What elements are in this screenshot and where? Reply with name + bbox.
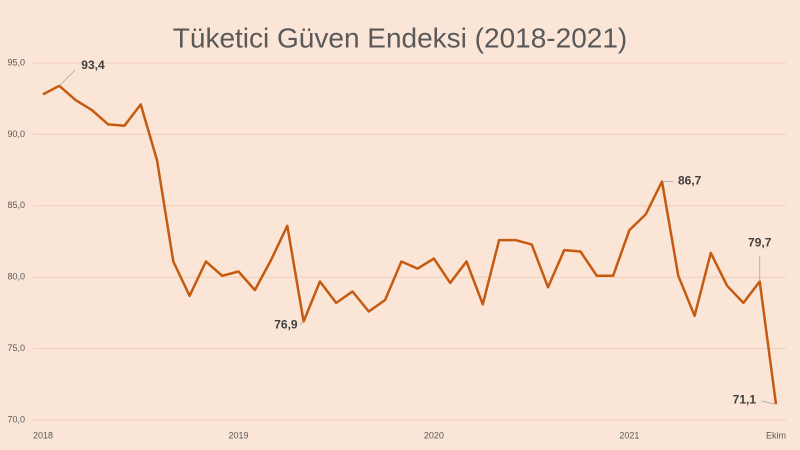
value-label: 86,7 <box>678 174 702 188</box>
leader-line <box>59 69 76 87</box>
value-label: 93,4 <box>81 58 105 72</box>
line <box>42 84 778 405</box>
leader-line <box>761 400 777 405</box>
value-label: 76,9 <box>274 318 298 332</box>
value-label: 79,7 <box>748 236 772 250</box>
chart-title: Tüketici Güven Endeksi (2018-2021) <box>173 22 627 53</box>
y-tick-label: 90,0 <box>7 129 25 139</box>
x-tick-label: 2018 <box>33 430 53 440</box>
y-tick-label: 85,0 <box>7 200 25 210</box>
x-tick-label: Ekim <box>766 430 786 440</box>
x-tick-label: 2020 <box>424 430 444 440</box>
x-tick-label: 2019 <box>228 430 248 440</box>
y-tick-label: 70,0 <box>7 414 25 424</box>
y-tick-label: 95,0 <box>7 57 25 67</box>
x-tick-label: 2021 <box>619 430 639 440</box>
leader-line <box>300 321 304 325</box>
y-tick-label: 75,0 <box>7 343 25 353</box>
value-label: 71,1 <box>733 392 757 406</box>
y-tick-label: 80,0 <box>7 272 25 282</box>
